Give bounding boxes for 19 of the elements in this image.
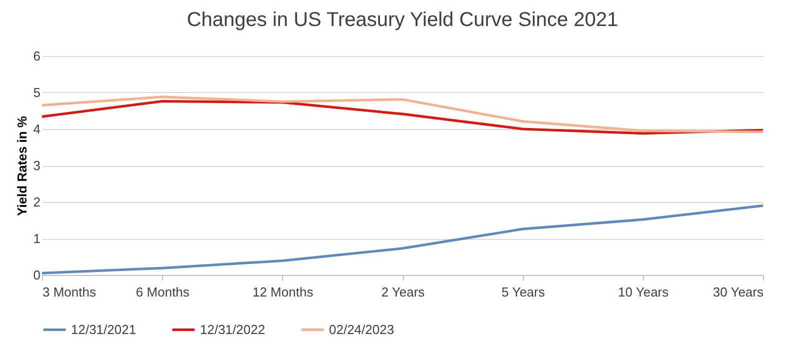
y-tick-label: 3 — [33, 158, 40, 173]
y-tick-label: 5 — [33, 85, 40, 100]
x-tick-label: 3 Months — [42, 284, 96, 300]
x-tick-label: 12 Months — [252, 284, 314, 300]
legend-label: 12/31/2022 — [200, 322, 266, 337]
x-tick-label: 10 Years — [618, 284, 670, 300]
x-tick-label: 6 Months — [136, 284, 190, 300]
y-tick-label: 1 — [33, 231, 40, 246]
y-tick-label: 4 — [33, 122, 40, 136]
legend-label: 12/31/2021 — [71, 322, 136, 337]
y-axis-title: Yield Rates in % — [14, 116, 30, 216]
legend-label: 02/24/2023 — [329, 322, 394, 337]
y-tick-label: 6 — [33, 48, 40, 64]
x-tick-label: 2 Years — [381, 284, 426, 300]
y-tick-label: 2 — [33, 194, 40, 210]
y-tick-label: 0 — [33, 268, 40, 282]
x-tick-label: 5 Years — [501, 284, 546, 300]
x-tick-label: 30 Years — [712, 284, 764, 300]
chart-title: Changes in US Treasury Yield Curve Since 2021 — [186, 9, 618, 31]
